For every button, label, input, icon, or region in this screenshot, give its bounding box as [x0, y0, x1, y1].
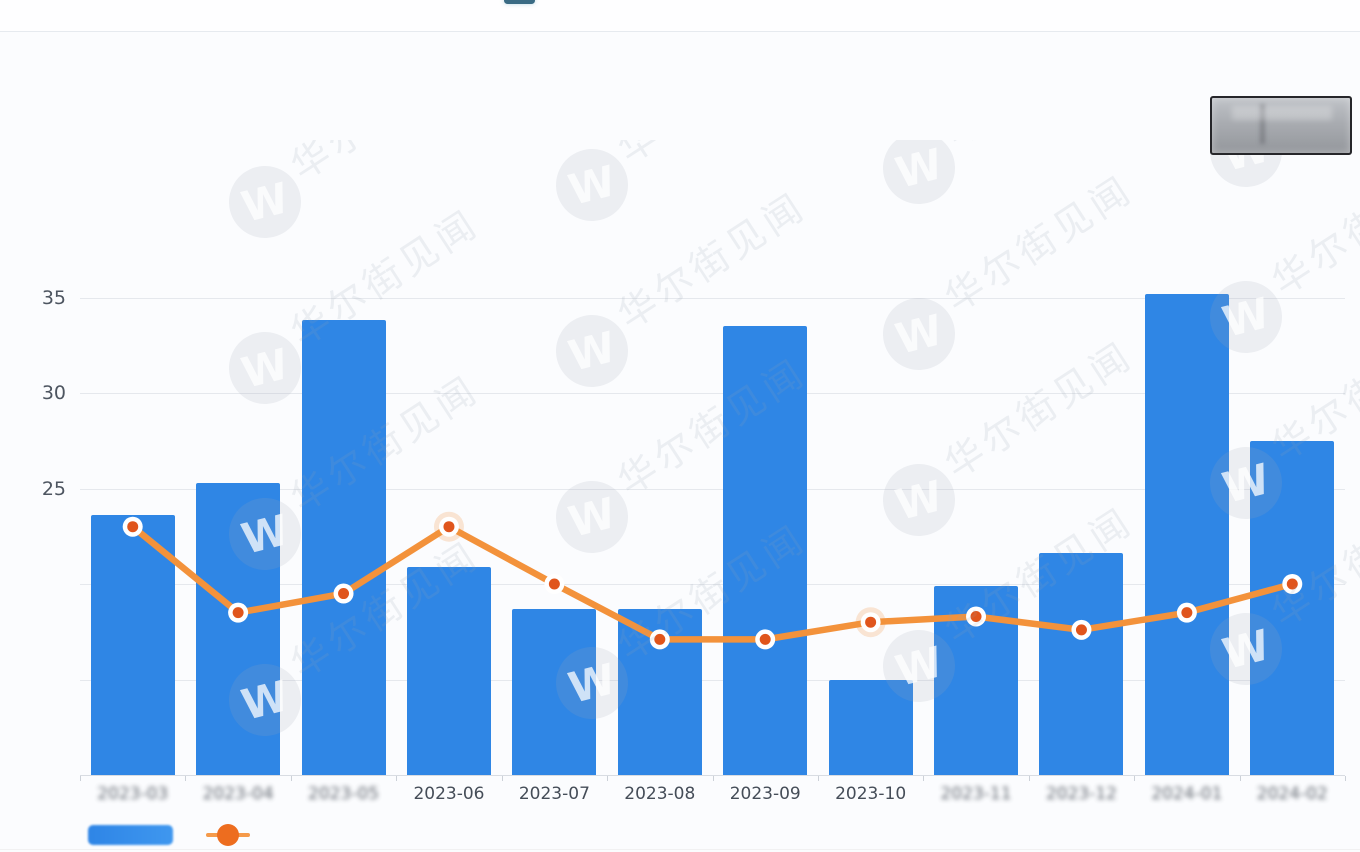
line-marker-2023-09[interactable]: [759, 633, 771, 645]
x-axis-tick: [501, 776, 503, 781]
line-marker-2024-01[interactable]: [1181, 607, 1193, 619]
bar-2023-12[interactable]: [1039, 553, 1124, 775]
y-tick-label-25: 25: [41, 477, 66, 500]
chart-legend: [88, 822, 250, 848]
line-series-dot-swatch: [217, 824, 239, 846]
bar-2023-10[interactable]: [828, 679, 913, 775]
line-marker-2024-02[interactable]: [1286, 578, 1298, 590]
x-tick-label-2023-06: 2023-06: [413, 784, 485, 804]
active-tab-indicator[interactable]: [504, 0, 535, 4]
gridline-25: [80, 488, 1345, 490]
line-marker-2023-11[interactable]: [970, 610, 982, 622]
bar-2023-04[interactable]: [196, 482, 281, 775]
x-axis-tick: [712, 776, 714, 781]
bar-2023-07[interactable]: [512, 608, 597, 775]
x-tick-label-2023-08: 2023-08: [624, 784, 696, 804]
line-marker-2023-06[interactable]: [443, 521, 455, 533]
x-tick-label-2023-11: 2023-11: [940, 784, 1012, 804]
x-axis-tick: [290, 776, 292, 781]
bar-2023-09[interactable]: [723, 326, 808, 775]
gridline-35: [80, 297, 1345, 299]
redacted-blur-highlight: [1232, 106, 1332, 120]
legend-item-bar[interactable]: [88, 825, 173, 845]
gridline-15: [80, 679, 1345, 681]
x-tick-label-2024-02: 2024-02: [1256, 784, 1328, 804]
line-marker-2023-04[interactable]: [232, 607, 244, 619]
top-bar: [0, 0, 1360, 32]
redacted-blur-mark: [1260, 104, 1265, 144]
y-tick-label-35: 35: [41, 286, 66, 309]
line-marker-2023-05[interactable]: [338, 588, 350, 600]
x-axis-tick: [1239, 776, 1241, 781]
line-marker-2023-03[interactable]: [127, 521, 139, 533]
bar-series-swatch: [88, 825, 173, 845]
bar-2023-03[interactable]: [90, 515, 175, 775]
bar-2024-02[interactable]: [1250, 440, 1335, 775]
line-marker-2023-08[interactable]: [654, 633, 666, 645]
x-axis-tick: [923, 776, 925, 781]
x-axis-tick: [185, 776, 187, 781]
x-tick-label-2024-01: 2024-01: [1151, 784, 1223, 804]
gridline-30: [80, 393, 1345, 394]
x-axis-tick: [1028, 776, 1030, 781]
x-axis-tick: [80, 776, 81, 781]
y-tick-label-30: 30: [41, 382, 66, 404]
bottom-divider: [0, 849, 1360, 850]
x-axis-tick: [607, 776, 609, 781]
x-axis-tick: [1134, 776, 1136, 781]
x-axis-tick: [396, 776, 398, 781]
x-tick-label-2023-12: 2023-12: [1045, 784, 1117, 804]
x-axis-tick: [1345, 776, 1346, 781]
x-tick-label-2023-05: 2023-05: [308, 784, 380, 804]
x-tick-label-2023-07: 2023-07: [518, 784, 590, 804]
line-marker-2023-12[interactable]: [1075, 624, 1087, 636]
bar-2023-06[interactable]: [406, 566, 491, 775]
x-tick-label-2023-09: 2023-09: [729, 784, 801, 804]
x-tick-label-2023-10: 2023-10: [835, 784, 907, 804]
bar-2024-01[interactable]: [1144, 293, 1229, 775]
legend-item-line[interactable]: [206, 824, 250, 846]
bar-2023-05[interactable]: [301, 320, 386, 775]
x-tick-label-2023-04: 2023-04: [202, 784, 274, 804]
x-tick-label-2023-03: 2023-03: [97, 784, 169, 804]
x-axis-line: [80, 775, 1345, 776]
x-axis-tick: [817, 776, 819, 781]
line-marker-2023-10[interactable]: [865, 616, 877, 628]
redacted-dropdown[interactable]: [1210, 96, 1352, 155]
line-marker-2023-07[interactable]: [548, 578, 560, 590]
